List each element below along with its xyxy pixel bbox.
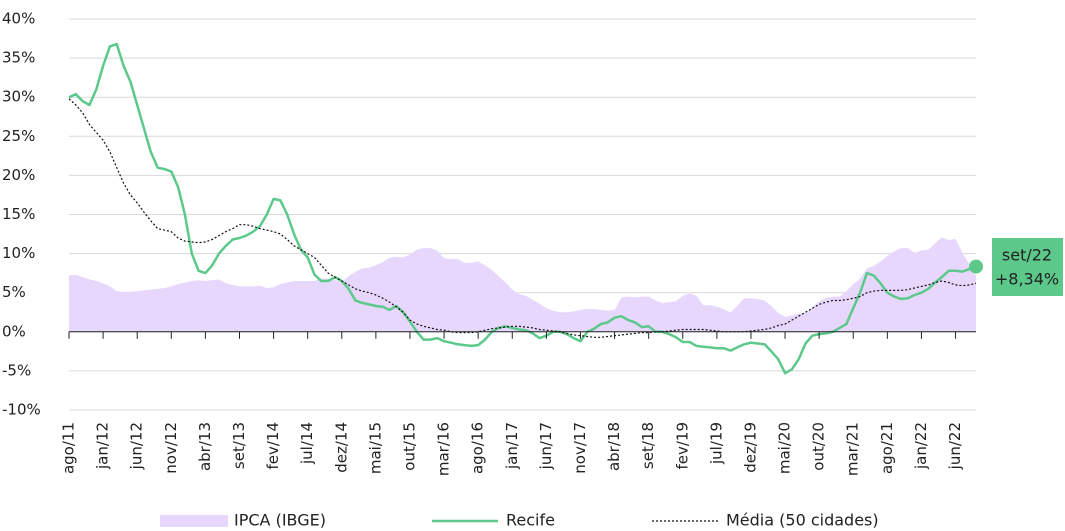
data xyxy=(69,237,976,332)
y-tick-label: 30% xyxy=(2,88,35,106)
area xyxy=(69,237,976,332)
grid xyxy=(69,18,976,411)
x-tick-label: jan/17 xyxy=(503,422,521,470)
x-tick-label: out/15 xyxy=(400,422,418,471)
x-tick-label: ago/16 xyxy=(469,422,487,474)
x-tick-label: abr/18 xyxy=(605,422,623,471)
y-tick-label: 5% xyxy=(2,283,26,301)
x-tick-label: nov/12 xyxy=(162,422,180,474)
y-tick-label: 40% xyxy=(2,10,35,28)
x-tick-label: mar/21 xyxy=(844,422,862,476)
y-tick-label: 25% xyxy=(2,127,35,145)
x-tick-label: fev/14 xyxy=(264,422,282,470)
y-tick-label: -10% xyxy=(2,401,41,419)
x-tick-label: out/20 xyxy=(810,422,828,471)
y-tick-label: -5% xyxy=(2,361,31,379)
annotation-box xyxy=(992,238,1063,296)
x-tick-label: set/18 xyxy=(639,422,657,469)
x-tick-label: ago/11 xyxy=(60,422,78,474)
legend-swatch xyxy=(160,515,228,527)
y-tick-label: 10% xyxy=(2,244,35,262)
x-tick-label: set/13 xyxy=(230,422,248,469)
x-tick-label: ago/21 xyxy=(878,422,896,474)
annotation-label: +8,34% xyxy=(995,270,1059,289)
x-tick-label: mai/20 xyxy=(776,422,794,474)
y-tick-label: 20% xyxy=(2,166,35,184)
x-tick-label: jun/17 xyxy=(537,422,555,470)
x-tick-label: fev/19 xyxy=(673,422,691,470)
x-tick-label: jun/22 xyxy=(946,422,964,470)
x-tick-label: jul/19 xyxy=(707,422,725,465)
annotation-point xyxy=(969,259,983,274)
line xyxy=(68,98,977,338)
x-tick-label: abr/13 xyxy=(196,422,214,471)
y-tick-label: 35% xyxy=(2,49,35,67)
x-tick-label: dez/19 xyxy=(741,422,759,473)
x-tick-label: jul/14 xyxy=(298,422,316,465)
x-tick-label: nov/17 xyxy=(571,422,589,474)
annotation-date: set/22 xyxy=(1002,246,1052,265)
y-tick-label: 15% xyxy=(2,205,35,223)
legend-label: Média (50 cidades) xyxy=(726,511,879,530)
x-tick-label: jun/12 xyxy=(128,422,146,470)
y-tick-label: 0% xyxy=(2,322,26,340)
legend-label: IPCA (IBGE) xyxy=(234,511,326,530)
line xyxy=(68,42,977,375)
x-tick-label: jan/12 xyxy=(94,422,112,470)
x-tick-label: mar/16 xyxy=(435,422,453,476)
x-tick-label: jan/22 xyxy=(912,422,930,470)
legend-label: Recife xyxy=(506,511,555,530)
x-tick-label: mai/15 xyxy=(366,422,384,474)
x-tick-label: dez/14 xyxy=(332,422,350,473)
